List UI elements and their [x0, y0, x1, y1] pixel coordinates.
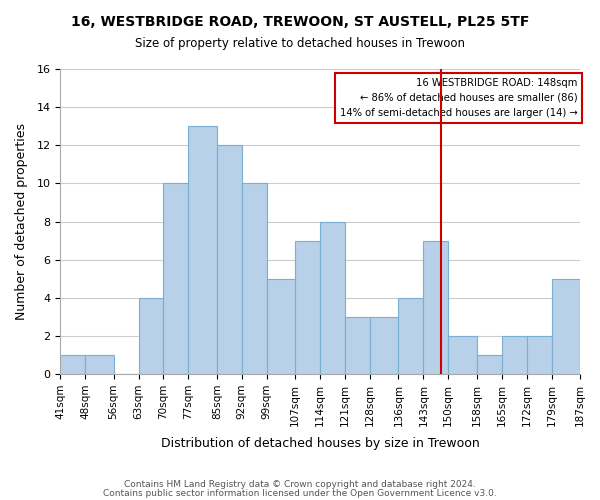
Bar — [266, 278, 295, 374]
Bar — [345, 317, 370, 374]
Bar — [527, 336, 551, 374]
Text: 16, WESTBRIDGE ROAD, TREWOON, ST AUSTELL, PL25 5TF: 16, WESTBRIDGE ROAD, TREWOON, ST AUSTELL… — [71, 15, 529, 29]
Text: Contains public sector information licensed under the Open Government Licence v3: Contains public sector information licen… — [103, 489, 497, 498]
Bar — [370, 317, 398, 374]
Bar — [139, 298, 163, 374]
Bar — [424, 240, 448, 374]
Bar — [551, 278, 580, 374]
Text: Contains HM Land Registry data © Crown copyright and database right 2024.: Contains HM Land Registry data © Crown c… — [124, 480, 476, 489]
Bar — [60, 355, 85, 374]
Text: Size of property relative to detached houses in Trewoon: Size of property relative to detached ho… — [135, 38, 465, 51]
Bar — [320, 222, 345, 374]
Bar — [242, 184, 266, 374]
Bar — [295, 240, 320, 374]
Text: 16 WESTBRIDGE ROAD: 148sqm
← 86% of detached houses are smaller (86)
14% of semi: 16 WESTBRIDGE ROAD: 148sqm ← 86% of deta… — [340, 78, 577, 118]
Bar — [85, 355, 113, 374]
Bar — [217, 146, 242, 374]
Bar — [398, 298, 424, 374]
Bar — [448, 336, 477, 374]
Y-axis label: Number of detached properties: Number of detached properties — [15, 123, 28, 320]
Bar — [502, 336, 527, 374]
Bar — [188, 126, 217, 374]
Bar — [477, 355, 502, 374]
Bar — [163, 184, 188, 374]
X-axis label: Distribution of detached houses by size in Trewoon: Distribution of detached houses by size … — [161, 437, 479, 450]
